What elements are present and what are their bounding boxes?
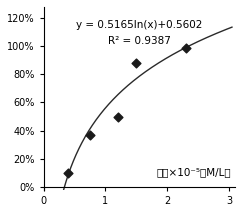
Point — [116, 115, 120, 118]
Point — [134, 61, 138, 65]
Text: 浓度×10⁻⁵（M/L）: 浓度×10⁻⁵（M/L） — [157, 167, 231, 177]
Point — [88, 133, 92, 137]
Point — [184, 46, 188, 49]
Text: y = 0.5165ln(x)+0.5602: y = 0.5165ln(x)+0.5602 — [76, 20, 203, 30]
Text: R² = 0.9387: R² = 0.9387 — [108, 36, 171, 46]
Point — [66, 171, 70, 174]
